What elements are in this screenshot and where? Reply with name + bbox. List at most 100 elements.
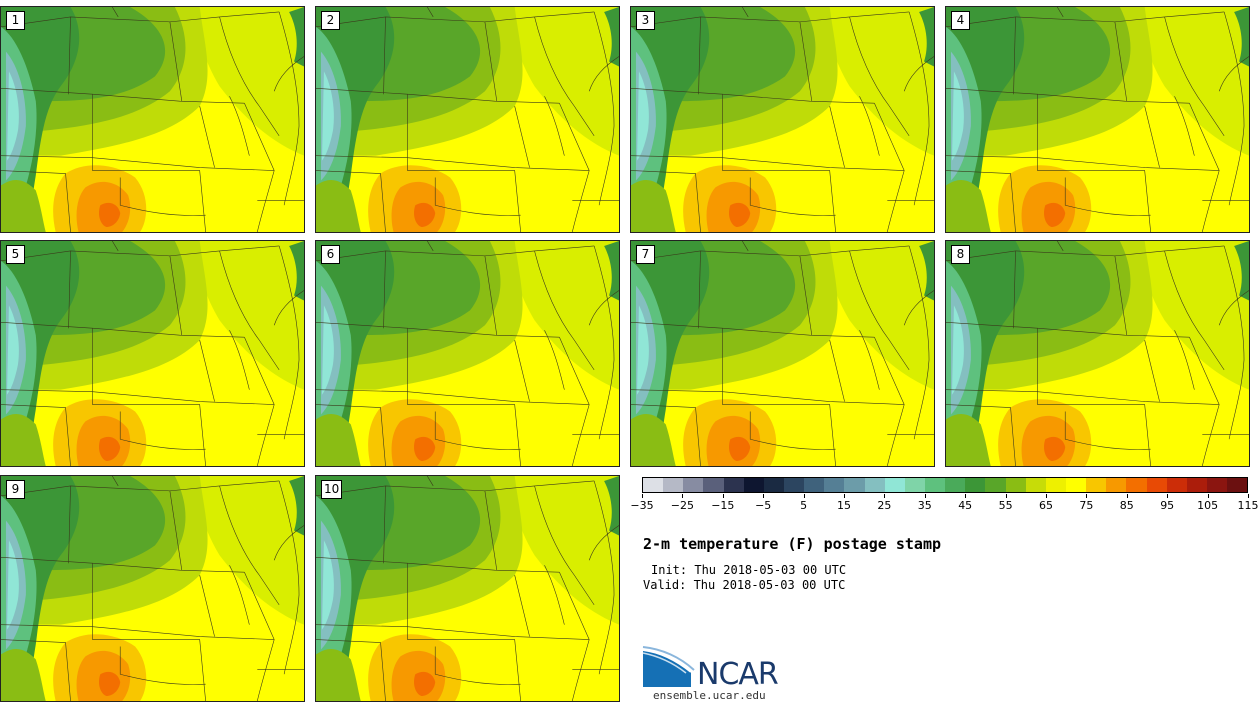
colorbar-swatch [1186, 478, 1207, 492]
colorbar-swatch [965, 478, 986, 492]
colorbar-swatch [864, 478, 885, 492]
site-url[interactable]: ensemble.ucar.edu [653, 689, 766, 702]
colorbar-tick-label: 5 [800, 499, 808, 512]
colorbar-swatch [743, 478, 764, 492]
colorbar-ticks: −35 −25 −15 −5 5 15 25 35 45 55 65 75 85 95 105 115 [630, 494, 1259, 514]
colorbar-tick-label: −5 [755, 499, 772, 512]
colorbar-tick-label: 35 [917, 499, 932, 512]
colorbar-swatch [703, 478, 724, 492]
colorbar-swatch [1146, 478, 1167, 492]
colorbar-tick [965, 494, 967, 498]
colorbar-tick-label: 95 [1160, 499, 1175, 512]
member-number-label: 4 [951, 11, 970, 30]
colorbar-swatch [804, 478, 825, 492]
valid-time-text: Valid: Thu 2018-05-03 00 UTC [643, 578, 846, 592]
member-number-label: 1 [6, 11, 25, 30]
temperature-colorbar [642, 477, 1248, 493]
colorbar-swatch [1126, 478, 1147, 492]
colorbar-swatch [884, 478, 905, 492]
temperature-map [631, 7, 934, 232]
member-number-label: 8 [951, 245, 970, 264]
colorbar-swatch [683, 478, 704, 492]
colorbar-tick [803, 494, 805, 498]
temperature-map [631, 241, 934, 466]
colorbar-swatch [824, 478, 845, 492]
member-number-label: 6 [321, 245, 340, 264]
colorbar-swatch [985, 478, 1006, 492]
colorbar-swatch [663, 478, 684, 492]
colorbar-tick [722, 494, 724, 498]
member-number-label: 7 [636, 245, 655, 264]
colorbar-swatch [1065, 478, 1087, 492]
figure-title: 2-m temperature (F) postage stamp [643, 535, 942, 553]
colorbar-swatch [844, 478, 865, 492]
temperature-map [316, 241, 619, 466]
colorbar-tick-label: 65 [1039, 499, 1053, 512]
colorbar-tick [924, 494, 926, 498]
ensemble-member-panel-3[interactable]: 3 [630, 6, 935, 233]
ncar-logo-icon [642, 646, 695, 687]
temperature-map [946, 241, 1249, 466]
member-number-label: 2 [321, 11, 340, 30]
colorbar-swatch [1206, 478, 1228, 492]
colorbar-tick-label: 105 [1197, 499, 1219, 512]
ensemble-member-panel-6[interactable]: 6 [315, 240, 620, 467]
colorbar-tick-label: 75 [1079, 499, 1094, 512]
member-number-label: 9 [6, 480, 25, 499]
colorbar-tick [1086, 494, 1088, 498]
colorbar-swatch [1166, 478, 1187, 492]
ensemble-member-panel-8[interactable]: 8 [945, 240, 1250, 467]
temperature-map [316, 7, 619, 232]
colorbar-swatch [1005, 478, 1026, 492]
temperature-map [1, 241, 304, 466]
colorbar-swatch [1086, 478, 1107, 492]
colorbar-swatch [1106, 478, 1127, 492]
colorbar-tick [1207, 494, 1209, 498]
colorbar-swatch [1025, 478, 1046, 492]
colorbar-swatch [1227, 478, 1248, 492]
colorbar-swatch [783, 478, 805, 492]
colorbar-tick [1167, 494, 1169, 498]
temperature-map [1, 7, 304, 232]
ensemble-member-panel-7[interactable]: 7 [630, 240, 935, 467]
colorbar-tick [1126, 494, 1128, 498]
colorbar-swatch [1045, 478, 1066, 492]
member-number-label: 3 [636, 11, 655, 30]
colorbar-tick-label: 15 [837, 499, 851, 512]
ensemble-member-panel-5[interactable]: 5 [0, 240, 305, 467]
colorbar-tick [884, 494, 886, 498]
colorbar-tick [763, 494, 765, 498]
colorbar-tick-label: 55 [998, 499, 1013, 512]
temperature-map [1, 476, 304, 701]
colorbar-tick [1248, 494, 1249, 498]
colorbar-tick [682, 494, 684, 498]
colorbar-swatch [643, 478, 664, 492]
colorbar-swatch [763, 478, 784, 492]
colorbar-tick [844, 494, 845, 498]
temperature-map [946, 7, 1249, 232]
colorbar-swatch [945, 478, 966, 492]
colorbar-tick [1005, 494, 1007, 498]
colorbar-tick-label: 25 [877, 499, 892, 512]
colorbar-tick [1046, 494, 1047, 498]
member-number-label: 10 [321, 480, 343, 499]
colorbar-tick-label: 115 [1237, 499, 1259, 512]
colorbar-tick [642, 494, 643, 498]
member-number-label: 5 [6, 245, 25, 264]
ensemble-member-panel-10[interactable]: 10 [315, 475, 620, 702]
colorbar-tick-label: −25 [670, 499, 694, 512]
colorbar-tick-label: −35 [630, 499, 654, 512]
ensemble-member-panel-2[interactable]: 2 [315, 6, 620, 233]
colorbar-tick-label: 45 [958, 499, 973, 512]
temperature-map [316, 476, 619, 701]
init-time-text: Init: Thu 2018-05-03 00 UTC [651, 563, 847, 577]
ensemble-member-panel-1[interactable]: 1 [0, 6, 305, 233]
colorbar-tick-label: 85 [1119, 499, 1134, 512]
ncar-logo-text: NCAR [697, 657, 779, 692]
ensemble-member-panel-4[interactable]: 4 [945, 6, 1250, 233]
ensemble-member-panel-9[interactable]: 9 [0, 475, 305, 702]
colorbar-tick-label: −15 [711, 499, 735, 512]
colorbar-swatch [904, 478, 925, 492]
colorbar-swatch [924, 478, 946, 492]
colorbar-swatch [723, 478, 744, 492]
